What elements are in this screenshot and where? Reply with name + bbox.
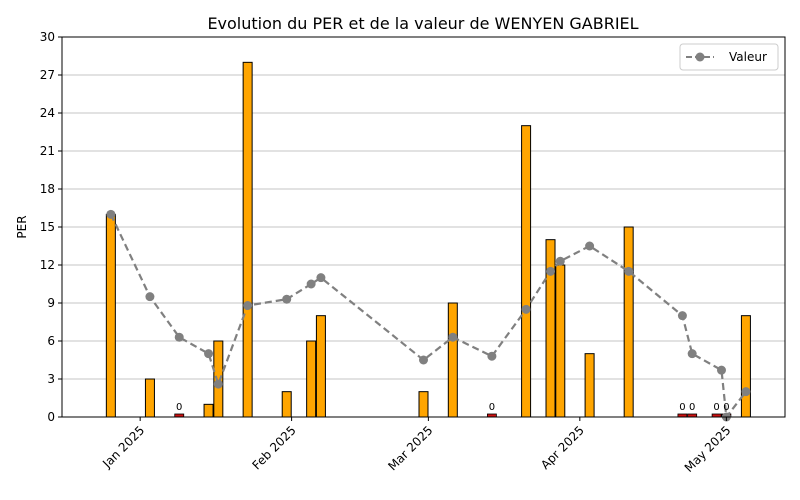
bar (447, 302, 458, 418)
bar (315, 315, 326, 418)
x-axis: Jan 2025 Feb 2025 Mar 2025 Apr 2025 May 2025 (99, 417, 733, 475)
bar (203, 403, 214, 418)
valeur-line-series (106, 209, 751, 422)
valeur-point (243, 301, 253, 311)
valeur-point (213, 379, 223, 389)
bar (281, 391, 292, 418)
y-tick-label: 3 (47, 372, 55, 386)
valeur-point (677, 311, 687, 321)
valeur-point (716, 365, 726, 375)
valeur-point (145, 292, 155, 302)
valeur-line (109, 213, 747, 420)
valeur-point (624, 266, 634, 276)
x-tick-label: May 2025 (682, 423, 734, 475)
bar (418, 391, 429, 418)
legend-box (679, 43, 779, 71)
legend-marker-swatch (695, 52, 705, 62)
valeur-point (306, 279, 316, 289)
zero-label: 0 (689, 402, 695, 413)
y-tick-label: 6 (47, 334, 55, 348)
valeur-point (174, 332, 184, 342)
bar (740, 315, 751, 418)
valeur-point (204, 349, 214, 359)
bar (521, 125, 532, 418)
y-tick-label: 27 (40, 68, 55, 82)
valeur-point (448, 332, 458, 342)
x-tick-label: Apr 2025 (538, 423, 587, 472)
bar (242, 61, 253, 418)
zero-label: 0 (176, 402, 182, 413)
valeur-point (487, 351, 497, 361)
bar (623, 226, 634, 418)
valeur-point (521, 304, 531, 314)
valeur-point (546, 266, 556, 276)
valeur-point (106, 209, 116, 219)
valeur-point (282, 294, 292, 304)
y-tick-label: 15 (40, 220, 55, 234)
y-tick-label: 9 (47, 296, 55, 310)
zero-label: 0 (489, 402, 495, 413)
zero-label: 0 (679, 402, 685, 413)
bar (555, 264, 566, 418)
bar (584, 353, 595, 418)
legend: Valeur (679, 43, 779, 71)
valeur-point (316, 273, 326, 283)
y-tick-label: 21 (40, 144, 55, 158)
chart-title: Evolution du PER et de la valeur de WENY… (207, 14, 638, 33)
y-tick-label: 0 (47, 410, 55, 424)
bar (144, 378, 155, 418)
zero-label: 0 (713, 402, 719, 413)
valeur-point (687, 349, 697, 359)
valeur-point (585, 241, 595, 251)
x-tick-label: Jan 2025 (99, 423, 147, 471)
y-axis: 0 3 6 9 12 15 18 21 24 27 30 (40, 30, 62, 424)
valeur-point (555, 256, 565, 266)
y-tick-label: 18 (40, 182, 55, 196)
valeur-point (419, 355, 428, 365)
x-tick-label: Mar 2025 (385, 423, 435, 473)
zero-label: 0 (723, 402, 729, 413)
bar-series (105, 61, 751, 418)
y-tick-label: 30 (40, 30, 55, 44)
y-tick-label: 24 (40, 106, 55, 120)
bar (545, 239, 556, 418)
bar (306, 340, 317, 418)
y-tick-label: 12 (40, 258, 55, 272)
legend-label: Valeur (729, 50, 767, 64)
y-axis-label: PER (15, 215, 29, 238)
x-tick-label: Feb 2025 (250, 423, 299, 472)
bar (105, 213, 116, 418)
bar (213, 340, 224, 418)
valeur-point (741, 387, 751, 397)
